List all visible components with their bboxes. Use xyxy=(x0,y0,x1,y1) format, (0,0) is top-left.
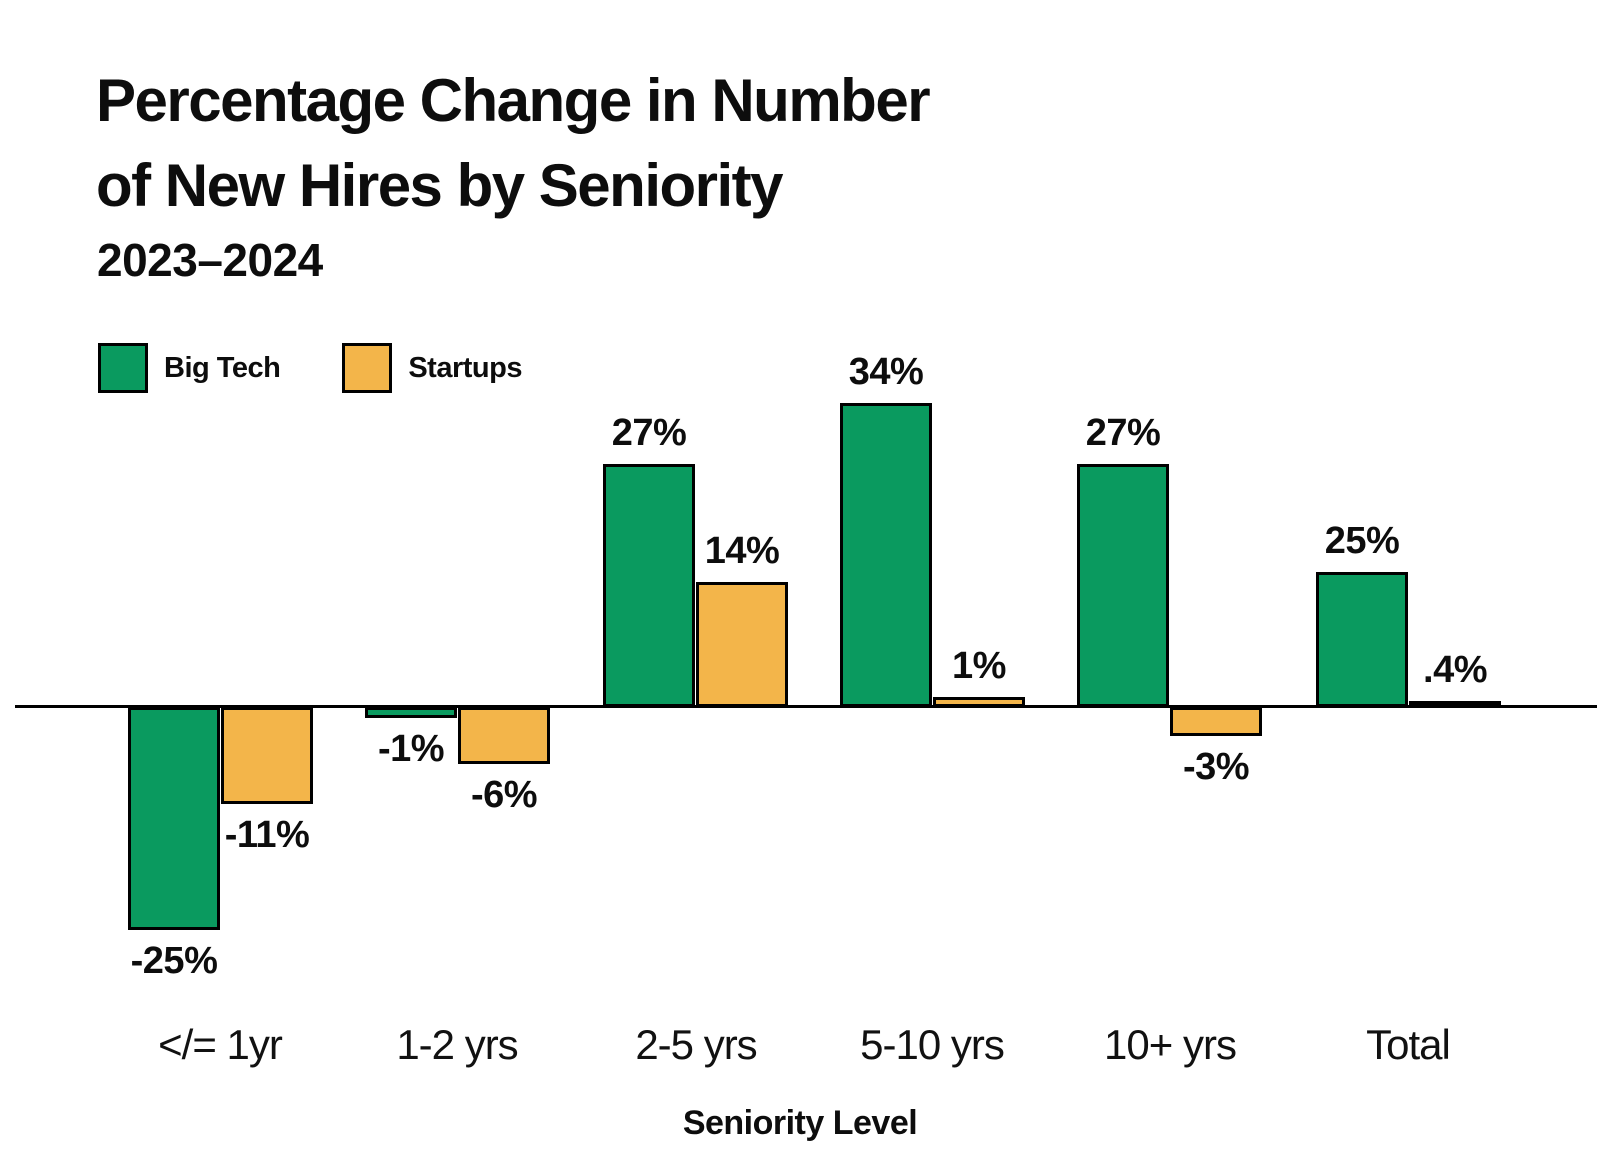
bar-big-tech-1-2-yrs xyxy=(365,707,457,718)
category-label-1yr: </= 1yr xyxy=(158,1021,283,1068)
chart-title-line1: Percentage Change in Number xyxy=(96,67,931,134)
category-label-10-yrs: 10+ yrs xyxy=(1104,1021,1237,1068)
chart-title: Percentage Change in Number of New Hires… xyxy=(96,58,931,228)
legend-swatch-startups xyxy=(342,343,393,393)
category-label-2-5-yrs: 2-5 yrs xyxy=(635,1021,757,1068)
bar-value-label-big-tech-total: 25% xyxy=(1324,520,1400,562)
legend-label-startups: Startups xyxy=(408,351,522,384)
bar-value-label-startups-total: .4% xyxy=(1423,649,1487,691)
category-label-total: Total xyxy=(1366,1021,1451,1068)
legend-swatch-big-tech xyxy=(98,343,148,393)
bar-big-tech-2-5-yrs xyxy=(603,464,695,707)
bar-value-label-startups-2-5-yrs: 14% xyxy=(704,530,780,572)
bar-startups-10-yrs xyxy=(1170,707,1262,736)
bar-value-label-startups-1yr: -11% xyxy=(224,814,310,856)
legend-label-big-tech: Big Tech xyxy=(164,351,281,384)
bar-value-label-startups-10-yrs: -3% xyxy=(1182,746,1250,788)
bar-value-label-big-tech-2-5-yrs: 27% xyxy=(611,412,687,454)
bar-value-label-big-tech-1yr: -25% xyxy=(130,940,218,982)
bar-startups-2-5-yrs xyxy=(696,582,788,707)
bar-value-label-startups-1-2-yrs: -6% xyxy=(470,774,538,816)
bar-big-tech-1yr xyxy=(128,707,220,930)
bar-big-tech-10-yrs xyxy=(1077,464,1169,707)
bar-startups-1-2-yrs xyxy=(458,707,550,764)
legend: Big Tech Startups xyxy=(98,343,522,393)
category-label-1-2-yrs: 1-2 yrs xyxy=(396,1021,518,1068)
bar-value-label-big-tech-10-yrs: 27% xyxy=(1085,412,1161,454)
chart-subtitle: 2023–2024 xyxy=(97,234,323,286)
category-label-5-10-yrs: 5-10 yrs xyxy=(860,1021,1005,1068)
bar-value-label-startups-5-10-yrs: 1% xyxy=(952,645,1006,687)
zero-axis-line xyxy=(15,705,1597,708)
bar-value-label-big-tech-1-2-yrs: -1% xyxy=(377,728,445,770)
bar-startups-1yr xyxy=(221,707,313,804)
chart-title-line2: of New Hires by Seniority xyxy=(96,152,784,219)
bar-big-tech-total xyxy=(1316,572,1408,707)
x-axis-title: Seniority Level xyxy=(682,1104,918,1142)
bar-big-tech-5-10-yrs xyxy=(840,403,932,707)
bar-value-label-big-tech-5-10-yrs: 34% xyxy=(848,351,924,393)
